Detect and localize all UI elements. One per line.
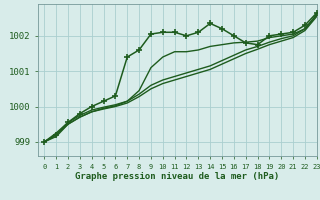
X-axis label: Graphe pression niveau de la mer (hPa): Graphe pression niveau de la mer (hPa): [76, 172, 280, 181]
